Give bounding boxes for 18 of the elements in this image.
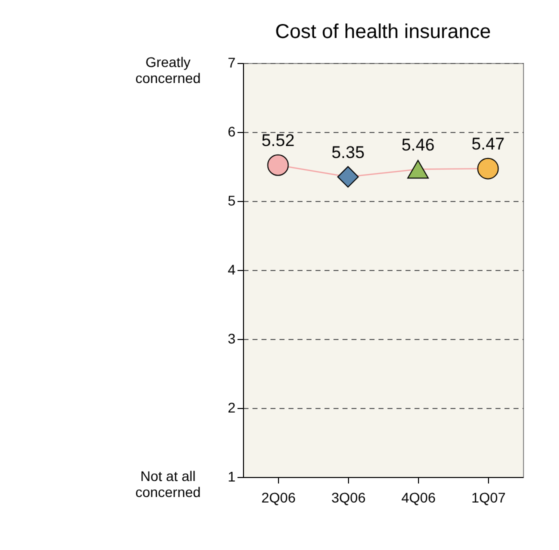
y-tick-label: 1 <box>228 468 236 484</box>
data-label: 5.46 <box>401 135 435 154</box>
chart-title: Cost of health insurance <box>275 21 491 43</box>
x-tick-label: 4Q06 <box>401 490 436 506</box>
y-tick-label: 3 <box>228 330 236 346</box>
y-tick-label: 2 <box>228 400 236 416</box>
y-tick-label: 6 <box>228 124 236 140</box>
x-tick-label: 2Q06 <box>261 490 296 506</box>
y-tick-label: 4 <box>228 262 236 278</box>
text: Not at all concerned <box>135 468 201 500</box>
data-label: 5.47 <box>471 134 505 154</box>
y-tick-label: 7 <box>228 54 236 70</box>
data-label: 5.35 <box>331 142 365 162</box>
x-tick-label: 3Q06 <box>331 490 366 506</box>
text: Greatly concerned <box>135 54 201 86</box>
data-label: 5.52 <box>261 131 295 150</box>
x-tick-label: 1Q07 <box>471 490 506 506</box>
y-tick-label: 5 <box>228 192 236 208</box>
